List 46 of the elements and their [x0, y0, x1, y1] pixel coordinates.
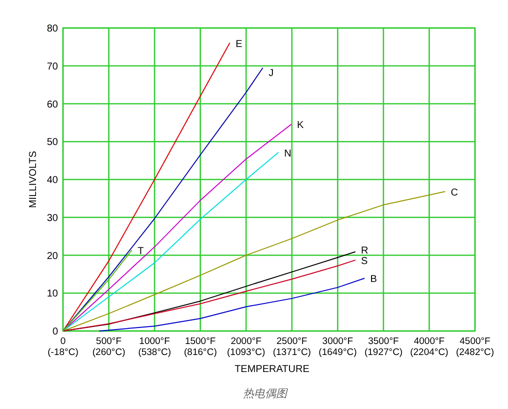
series-label: K [296, 120, 304, 132]
x2-tick-label: (260°C) [92, 347, 126, 358]
x2-tick-label: (538°C) [138, 347, 172, 358]
series-label: T [138, 246, 144, 257]
x-tick-label: 2000°F [230, 336, 262, 347]
x2-tick-label: (1371°C) [272, 347, 311, 358]
y-axis-title: MILLIVOLTS [28, 150, 39, 208]
series-label: E [236, 38, 243, 50]
y-tick-label: 70 [46, 61, 58, 72]
series-label: S [361, 256, 368, 267]
line-series [62, 152, 279, 332]
y-tick-label: 0 [52, 326, 58, 338]
x-tick-label: 3500°F [368, 336, 399, 347]
series-label: N [284, 148, 292, 160]
x-tick-label: 1000°F [139, 336, 170, 347]
series-label: C [450, 187, 458, 198]
y-tick-label: 50 [46, 137, 58, 148]
x-tick-label: 500°F [96, 336, 122, 347]
x2-tick-label: (2482°C) [456, 347, 494, 358]
x-tick-label: 2500°F [276, 336, 308, 347]
series-label: R [361, 245, 368, 256]
y-tick-label: 60 [46, 99, 58, 110]
text: 热电偶图 [243, 387, 289, 400]
x-axis-title: TEMPERATURE [234, 364, 310, 375]
line-series [62, 191, 446, 332]
x2-tick-label: (2204°C) [410, 347, 448, 358]
x-tick-label: 1500°F [184, 336, 216, 347]
line-series [99, 278, 365, 332]
line-series [62, 68, 264, 332]
y-tick-label: 20 [46, 250, 58, 262]
x-tick-label: 4500°F [460, 336, 491, 347]
x-tick-label: 4000°F [414, 336, 445, 347]
x-tick-label: 3000°F [322, 336, 354, 347]
line-series [62, 42, 230, 332]
x2-tick-label: (1927°C) [364, 347, 403, 358]
y-tick-label: 10 [46, 288, 58, 300]
x-tick-label: 0 [60, 336, 66, 347]
y-tick-label: 80 [46, 24, 58, 34]
series-label: J [268, 68, 274, 79]
x2-tick-label: (1649°C) [318, 347, 357, 358]
y-tick-label: 40 [46, 175, 58, 186]
x2-tick-label: (816°C) [184, 347, 217, 358]
y-tick-label: 30 [46, 212, 58, 224]
series-label: B [370, 274, 378, 285]
x2-tick-label: (1093°C) [227, 347, 266, 358]
x2-tick-label: (-18°C) [48, 347, 78, 358]
